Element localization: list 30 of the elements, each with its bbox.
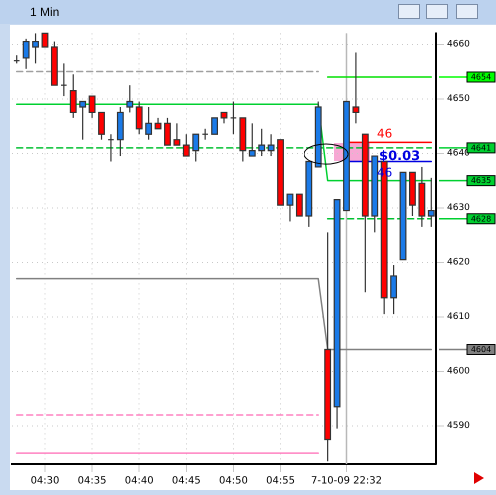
y-tick-label: 4590 [447, 421, 470, 432]
x-tick-label: 04:50 [219, 476, 248, 487]
ref-line-label: 4641 [470, 143, 492, 152]
x-tick-label: 04:40 [124, 476, 154, 487]
y-tick-label: 4600 [447, 366, 470, 377]
x-tick-label: 7-10-09 22:32 [310, 476, 382, 487]
ref-line-label: 4604 [470, 345, 492, 354]
candlestick [202, 128, 209, 140]
candlestick [296, 194, 303, 217]
annotation: 46 [376, 126, 392, 141]
ref-line-label: 4635 [470, 176, 492, 186]
candlestick [42, 32, 48, 48]
x-tick-label: 04:35 [78, 476, 107, 487]
y-tick-label: 4650 [447, 94, 470, 104]
chart-title: 1 Min [30, 5, 60, 19]
annotation: $0.03 [379, 148, 420, 164]
x-tick-label: 04:45 [172, 476, 201, 487]
y-tick-label: 4620 [447, 258, 470, 268]
x-tick-label: 04:55 [266, 476, 295, 487]
y-tick-label: 4630 [447, 203, 470, 214]
candlestick [108, 134, 114, 162]
candlestick [60, 62, 68, 97]
candlestick [13, 54, 20, 64]
y-tick-label: 4610 [447, 312, 470, 322]
x-tick-label: 04:30 [30, 476, 60, 487]
candlestick [211, 117, 218, 135]
y-tick-label: 4660 [447, 40, 470, 50]
ref-line-label: 4628 [470, 214, 492, 224]
ref-line-label: 4654 [470, 72, 492, 82]
annotation: 46 [376, 166, 392, 180]
